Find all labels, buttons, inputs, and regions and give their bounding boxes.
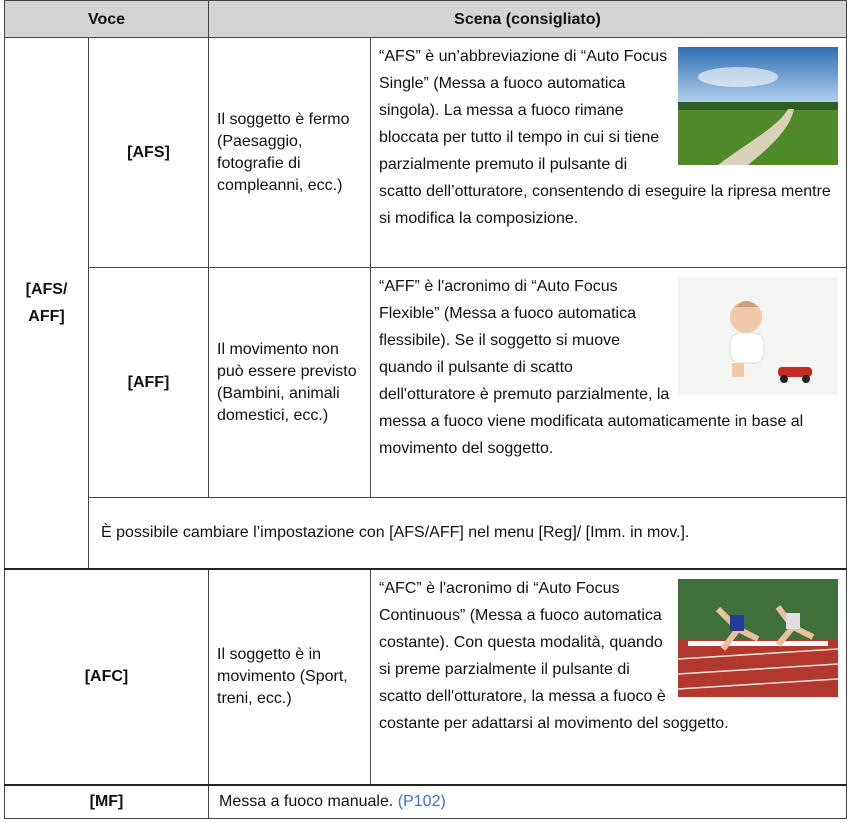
description-text: “AFS” è un’abbreviazione di “Auto Focus … xyxy=(379,48,831,227)
mode-label: [AFS] xyxy=(88,37,209,268)
description-cell: Messa a fuoco manuale. (P102) xyxy=(207,783,848,819)
group-label: [AFS/ AFF] xyxy=(4,37,89,569)
description-cell: “AFF” è l'acronimo di “Auto Focus Flexib… xyxy=(369,267,848,498)
baby-photo xyxy=(678,277,839,395)
scene-text: Il movimento non può essere previsto (Ba… xyxy=(208,267,371,498)
scene-text: Il soggetto è fermo (Paesaggio, fotograf… xyxy=(208,37,371,268)
note-cell: È possibile cambiare l’impostazione con … xyxy=(87,497,848,569)
scene-text: Il soggetto è in movimento (Sport, treni… xyxy=(208,567,371,785)
header-cell: Scena (consigliato) xyxy=(207,0,848,38)
landscape-photo xyxy=(678,47,839,165)
settings-table: Voce Scena (consigliato) [AFS/ AFF] [AFS… xyxy=(4,0,848,819)
table-row: È possibile cambiare l’impostazione con … xyxy=(5,497,848,569)
header-row: Voce Scena (consigliato) xyxy=(4,0,848,38)
description-cell: “AFC” è l'acronimo di “Auto Focus Contin… xyxy=(369,567,848,785)
table-row: [MF] Messa a fuoco manuale. (P102) xyxy=(4,783,848,819)
table-row: [AFF] Il movimento non può essere previs… xyxy=(5,267,848,498)
hurdles-photo xyxy=(678,578,839,697)
description-text: “AFF” è l'acronimo di “Auto Focus Flexib… xyxy=(379,278,804,457)
page-link[interactable]: (P102) xyxy=(397,793,446,811)
description-text: Messa a fuoco manuale. xyxy=(219,793,394,811)
description-text: “AFC” è l'acronimo di “Auto Focus Contin… xyxy=(379,579,729,732)
table-row: [AFS/ AFF] [AFS] Il soggetto è fermo (Pa… xyxy=(4,37,848,569)
table-row: [AFC] Il soggetto è in movimento (Sport,… xyxy=(4,567,848,785)
mode-label: [MF] xyxy=(4,783,209,819)
header-cell: Voce xyxy=(4,0,209,38)
description-cell: “AFS” è un’abbreviazione di “Auto Focus … xyxy=(369,37,848,268)
mode-label: [AFF] xyxy=(88,267,209,498)
mode-label: [AFC] xyxy=(4,567,209,785)
